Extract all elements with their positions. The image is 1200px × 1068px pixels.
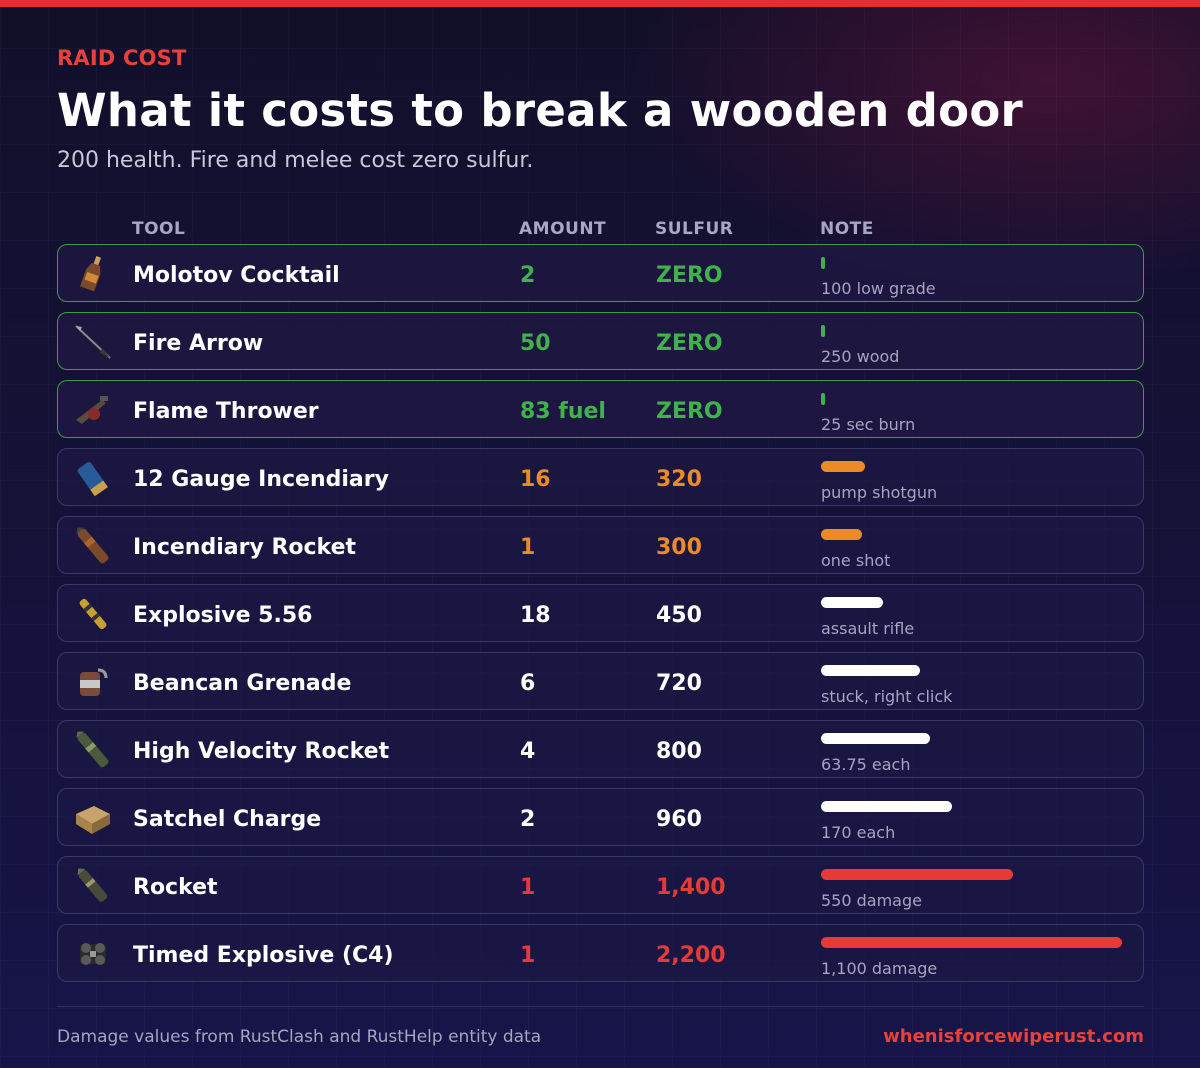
table-row: High Velocity Rocket 4 800 63.75 each xyxy=(57,720,1144,778)
sulfur-cost-bar xyxy=(821,597,883,608)
table-row: Timed Explosive (C4) 1 2,200 1,100 damage xyxy=(57,924,1144,982)
table-row: 12 Gauge Incendiary 16 320 pump shotgun xyxy=(57,448,1144,506)
sulfur-value: 1,400 xyxy=(656,875,726,900)
amount-value: 16 xyxy=(520,467,551,492)
note-text: assault rifle xyxy=(821,619,915,638)
sulfur-cost-bar xyxy=(821,869,1013,880)
note-text: one shot xyxy=(821,551,891,570)
amount-value: 4 xyxy=(520,739,536,764)
amount-value: 18 xyxy=(520,603,551,628)
table-row: Explosive 5.56 18 450 assault rifle xyxy=(57,584,1144,642)
sulfur-value: ZERO xyxy=(656,399,723,424)
raid-cost-table: Molotov Cocktail 2 ZERO 100 low grade Fire A… xyxy=(57,244,1144,992)
sulfur-cost-bar xyxy=(821,801,952,812)
sulfur-value: 450 xyxy=(656,603,702,628)
table-row: Fire Arrow 50 ZERO 250 wood xyxy=(57,312,1144,370)
table-row: Molotov Cocktail 2 ZERO 100 low grade xyxy=(57,244,1144,302)
sulfur-value: ZERO xyxy=(656,331,723,356)
note-text: pump shotgun xyxy=(821,483,938,502)
amount-value: 83 fuel xyxy=(520,399,606,424)
note-text: 550 damage xyxy=(821,891,922,910)
tool-name: Fire Arrow xyxy=(133,331,264,356)
page-subtitle: 200 health. Fire and melee cost zero sul… xyxy=(57,148,534,173)
note-text: 25 sec burn xyxy=(821,415,916,434)
sulfur-value: 2,200 xyxy=(656,943,726,968)
table-row: Rocket 1 1,400 550 damage xyxy=(57,856,1144,914)
note-text: 250 wood xyxy=(821,347,900,366)
sulfur-cost-bar xyxy=(821,257,825,269)
sulfur-value: 960 xyxy=(656,807,702,832)
amount-value: 1 xyxy=(520,875,536,900)
tool-name: Explosive 5.56 xyxy=(133,603,313,628)
satchel-charge-icon xyxy=(72,798,114,838)
table-row: Beancan Grenade 6 720 stuck, right click xyxy=(57,652,1144,710)
beancan-grenade-icon xyxy=(72,662,114,702)
amount-value: 1 xyxy=(520,535,536,560)
explosive-ammo-icon xyxy=(72,594,114,634)
sulfur-cost-bar xyxy=(821,461,865,472)
amount-value: 1 xyxy=(520,943,536,968)
amount-value: 2 xyxy=(520,263,536,288)
footer-site-link[interactable]: whenisforcewiperust.com xyxy=(883,1026,1144,1047)
column-header-sulfur: SULFUR xyxy=(655,219,734,239)
footer-divider xyxy=(57,1006,1144,1007)
table-row: Flame Thrower 83 fuel ZERO 25 sec burn xyxy=(57,380,1144,438)
sulfur-cost-bar xyxy=(821,665,920,676)
sulfur-value: 800 xyxy=(656,739,702,764)
tool-name: Satchel Charge xyxy=(133,807,322,832)
top-accent-bar xyxy=(0,0,1200,7)
footer-source: Damage values from RustClash and RustHel… xyxy=(57,1027,542,1047)
hv-rocket-icon xyxy=(72,730,114,770)
shotgun-shell-icon xyxy=(72,458,114,498)
note-text: 63.75 each xyxy=(821,755,911,774)
rocket-icon xyxy=(72,866,114,906)
molotov-icon xyxy=(72,254,114,294)
sulfur-value: ZERO xyxy=(656,263,723,288)
sulfur-cost-bar xyxy=(821,393,825,405)
tool-name: Timed Explosive (C4) xyxy=(133,943,394,968)
sulfur-value: 320 xyxy=(656,467,702,492)
column-header-amount: AMOUNT xyxy=(519,219,607,239)
note-text: stuck, right click xyxy=(821,687,953,706)
incendiary-rocket-icon xyxy=(72,526,114,566)
column-header-tool: TOOL xyxy=(132,219,186,239)
tool-name: High Velocity Rocket xyxy=(133,739,390,764)
sulfur-cost-bar xyxy=(821,733,930,744)
sulfur-cost-bar xyxy=(821,529,862,540)
eyebrow-label: RAID COST xyxy=(57,46,187,70)
sulfur-cost-bar xyxy=(821,325,825,337)
tool-name: Flame Thrower xyxy=(133,399,319,424)
fire-arrow-icon xyxy=(72,322,114,362)
sulfur-cost-bar xyxy=(821,937,1122,948)
tool-name: Molotov Cocktail xyxy=(133,263,340,288)
column-header-note: NOTE xyxy=(820,219,874,239)
table-row: Incendiary Rocket 1 300 one shot xyxy=(57,516,1144,574)
note-text: 100 low grade xyxy=(821,279,936,298)
tool-name: Beancan Grenade xyxy=(133,671,352,696)
flamethrower-icon xyxy=(72,390,114,430)
note-text: 170 each xyxy=(821,823,896,842)
table-row: Satchel Charge 2 960 170 each xyxy=(57,788,1144,846)
tool-name: Incendiary Rocket xyxy=(133,535,357,560)
page-title: What it costs to break a wooden door xyxy=(57,84,1024,137)
sulfur-value: 300 xyxy=(656,535,702,560)
note-text: 1,100 damage xyxy=(821,959,938,978)
amount-value: 50 xyxy=(520,331,551,356)
tool-name: Rocket xyxy=(133,875,218,900)
amount-value: 6 xyxy=(520,671,536,696)
amount-value: 2 xyxy=(520,807,536,832)
tool-name: 12 Gauge Incendiary xyxy=(133,467,389,492)
c4-icon xyxy=(72,934,114,974)
sulfur-value: 720 xyxy=(656,671,702,696)
